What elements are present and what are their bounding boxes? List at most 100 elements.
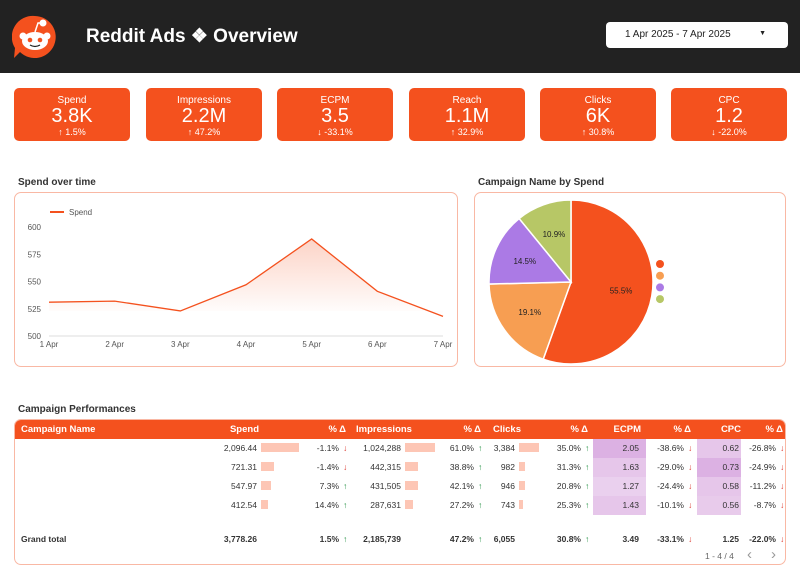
table-cell: 1.63 [622,462,639,472]
legend-dot[interactable] [656,283,664,292]
heat-cell [697,477,741,496]
column-header[interactable]: Spend [229,424,259,435]
legend-label: Spend [69,208,92,217]
column-header[interactable]: CPC [720,424,741,435]
arrow-up-icon: ↑ [585,534,590,544]
data-bar [405,462,418,471]
pie-chart-title: Campaign Name by Spend [478,177,605,188]
x-tick-label: 5 Apr [302,340,321,349]
kpi-delta: ↑ 30.8% [581,127,615,137]
arrow-down-icon: ↓ [688,481,693,491]
table-cell: 1,024,288 [363,443,401,453]
prev-page-icon[interactable]: ‹ [747,546,752,563]
arrow-up-icon: ↑ [581,127,587,137]
spend-line [48,238,444,317]
arrow-up-icon: ↑ [450,127,456,137]
table-cell: 27.2% [449,500,474,510]
campaign-pie-chart: 55.5% 19.1% 14.5% 10.9% [488,199,664,365]
pie-slice[interactable] [488,281,573,361]
arrow-up-icon: ↑ [343,500,348,510]
table-cell: 1.27 [622,481,639,491]
column-header[interactable]: Impressions [356,424,412,435]
spend-line-chart: 500 525 550 575 600 1 Apr 2 Apr 3 Apr 4 Apr 5 Apr… [28,208,453,349]
arrow-down-icon: ↓ [343,462,348,472]
arrow-up-icon: ↑ [478,443,483,453]
table-cell: 14.4% [314,500,339,510]
arrow-up-icon: ↑ [585,500,590,510]
table-title: Campaign Performances [18,404,136,415]
kpi-label: Spend [57,95,87,106]
kpi-value: 3.8K [51,105,93,127]
table-cell: 61.0% [449,443,474,453]
column-header[interactable]: Clicks [493,424,521,435]
column-header[interactable]: Campaign Name [21,424,96,435]
kpi-card-impressions: Impressions 2.2M ↑ 47.2% [146,88,262,141]
pie-slice[interactable] [542,199,654,365]
table-cell: 2.05 [622,443,639,453]
legend-dot[interactable] [656,295,664,304]
table-cell: 547.97 [231,481,257,491]
pie-chart-panel: 55.5% 19.1% 14.5% 10.9% [474,192,786,367]
grand-total-cell: 1.5% [319,534,339,544]
kpi-value: 1.2 [715,105,743,127]
arrow-down-icon: ↓ [780,500,785,510]
x-tick-label: 2 Apr [105,340,124,349]
table-cell: -10.1% [657,500,684,510]
table-cell: -24.4% [657,481,684,491]
x-tick-label: 7 Apr [434,340,453,349]
pagination-label: 1 - 4 / 4 [705,551,734,561]
data-bar [261,481,271,490]
pie-slice[interactable] [518,199,572,285]
spend-chart-title: Spend over time [18,177,96,188]
data-bar [261,500,269,509]
table-cell: 42.1% [449,481,474,491]
heat-cell [593,439,646,458]
grand-total-cell: -22.0% [749,534,776,544]
kpi-value: 2.2M [181,105,227,127]
column-header[interactable]: % Δ [463,424,481,435]
column-header[interactable]: % Δ [570,424,588,435]
arrow-down-icon: ↓ [780,481,785,491]
kpi-card-cpc: CPC 1.2 ↓ -22.0% [671,88,787,141]
arrow-up-icon: ↑ [478,481,483,491]
table-cell: 721.31 [231,462,257,472]
arrow-down-icon: ↓ [688,462,693,472]
table-cell: 31.3% [556,462,581,472]
arrow-down-icon: ↓ [780,443,785,453]
table-cell: 0.62 [722,443,739,453]
table-cell: -1.1% [316,443,339,453]
table-cell: -26.8% [749,443,776,453]
arrow-down-icon: ↓ [780,534,785,544]
data-bar [519,500,524,509]
legend-dot[interactable] [656,271,664,280]
column-header[interactable]: % Δ [328,424,346,435]
data-bar [261,462,275,471]
date-range-picker[interactable]: 1 Apr 2025 - 7 Apr 2025 ▼ [606,22,788,48]
arrow-up-icon: ↑ [478,500,483,510]
kpi-value: 3.5 [321,105,349,127]
arrow-up-icon: ↑ [478,462,483,472]
table-cell: 38.8% [449,462,474,472]
table-cell: 946 [500,481,515,491]
grand-total-cell: 1.25 [722,534,739,544]
next-page-icon[interactable]: › [771,546,776,563]
grand-total-cell: 6,055 [493,534,515,544]
legend-dot[interactable] [656,260,664,268]
table-header: Campaign Name Spend % Δ Impressions % Δ Click… [15,420,785,439]
table-cell: 3,384 [493,443,515,453]
table-cell: -29.0% [657,462,684,472]
arrow-up-icon: ↑ [585,462,590,472]
kpi-label: CPC [718,95,740,106]
grand-total-cell: -33.1% [657,534,684,544]
data-bar [519,443,539,452]
table-cell: 35.0% [556,443,581,453]
column-header[interactable]: % Δ [765,424,783,435]
column-header[interactable]: ECPM [613,424,641,435]
arrow-down-icon: ↓ [780,462,785,472]
pie-slice[interactable] [488,217,573,285]
data-bar [261,443,299,452]
arrow-up-icon: ↑ [585,443,590,453]
campaign-table: Campaign Name Spend % Δ Impressions % Δ Click… [14,419,786,565]
reddit-logo [12,15,56,58]
column-header[interactable]: % Δ [673,424,691,435]
